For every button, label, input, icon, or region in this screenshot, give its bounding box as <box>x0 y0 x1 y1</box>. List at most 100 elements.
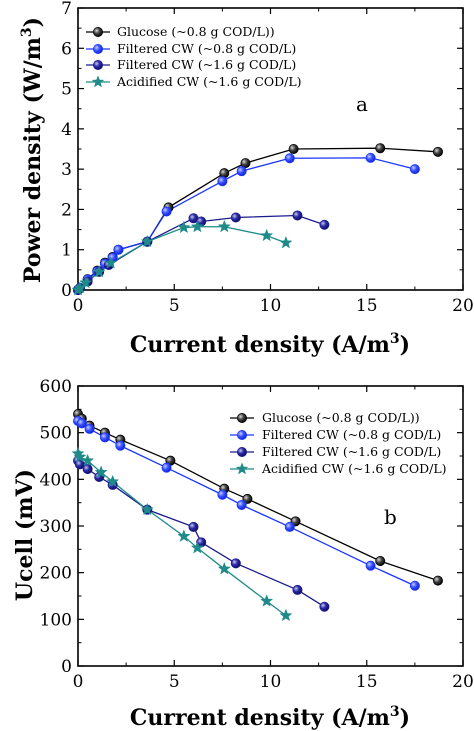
data-point <box>319 601 330 612</box>
data-point <box>219 168 230 179</box>
y-axis-label: Ucell (mV) <box>12 469 38 601</box>
legend: Glucose (~0.8 g COD/L)) Filtered CW (~0.… <box>86 24 302 89</box>
y-tick-label: 0 <box>61 281 72 301</box>
legend-marker <box>236 446 247 457</box>
data-point <box>279 235 293 249</box>
tick-labels: 0 5 10 15 20 0 1 2 3 4 5 6 7 <box>61 0 474 316</box>
y-tick-label: 100 <box>40 610 72 630</box>
series-lines <box>77 147 439 291</box>
legend: Glucose (~0.8 g COD/L)) Filtered CW (~0.… <box>230 410 447 476</box>
legend-item-1: Filtered CW (~0.8 g COD/L) <box>86 41 296 56</box>
data-point <box>217 176 228 187</box>
y-axis-label: Power density (W/m3) <box>19 17 46 283</box>
data-point <box>217 562 231 575</box>
panel-a-power-density: 0 5 10 15 20 0 1 2 3 4 5 6 7 Glucose (~0.8 g COD/L))… <box>19 0 474 358</box>
x-tick-label: 0 <box>73 296 84 316</box>
data-point <box>260 594 274 607</box>
legend-marker <box>236 429 247 440</box>
y-tick-label: 500 <box>40 424 72 444</box>
data-point <box>161 206 172 217</box>
legend-label: Acidified CW (~1.6 g COD/L) <box>261 461 447 476</box>
data-point <box>73 450 87 463</box>
data-point <box>284 153 295 164</box>
data-point <box>188 521 199 532</box>
legend-marker <box>93 60 104 71</box>
data-point <box>292 584 303 595</box>
data-point <box>82 464 93 475</box>
y-tick-label: 6 <box>61 39 72 59</box>
y-tick-label: 200 <box>40 564 72 584</box>
data-point <box>177 220 191 234</box>
data-point <box>84 423 95 434</box>
data-point <box>106 474 120 488</box>
legend-item-3: Acidified CW (~1.6 g COD/L) <box>86 74 302 89</box>
y-tick-label: 5 <box>61 80 72 100</box>
data-point <box>217 489 228 500</box>
x-tick-label: 15 <box>356 296 378 316</box>
y-tick-label: 1 <box>61 241 72 261</box>
y-tick-label: 2 <box>61 200 72 220</box>
data-point <box>292 210 303 221</box>
legend-item-1: Filtered CW (~0.8 g COD/L) <box>230 427 441 442</box>
legend-label: Glucose (~0.8 g COD/L)) <box>262 410 420 425</box>
data-point <box>161 462 172 473</box>
data-point <box>81 453 95 467</box>
data-point <box>409 164 420 175</box>
x-tick-label: 20 <box>452 296 474 316</box>
data-point <box>375 143 386 154</box>
y-tick-label: 0 <box>61 657 72 677</box>
data-point <box>284 521 295 532</box>
data-point <box>365 560 376 571</box>
x-tick-label: 20 <box>452 672 474 692</box>
data-point <box>365 152 376 163</box>
data-point <box>177 529 191 542</box>
y-tick-label: 300 <box>40 517 72 537</box>
legend-marker <box>93 26 104 37</box>
data-point <box>409 580 420 591</box>
y-tick-label: 3 <box>61 160 72 180</box>
legend-label: Filtered CW (~1.6 g COD/L) <box>262 444 441 459</box>
data-point <box>260 228 274 242</box>
data-point <box>375 556 386 567</box>
data-point <box>217 219 231 233</box>
data-point <box>115 440 126 451</box>
data-point <box>140 502 154 516</box>
data-point <box>79 275 93 289</box>
series-line-0 <box>77 147 439 291</box>
data-point <box>190 541 204 554</box>
y-tick-label: 600 <box>40 377 72 397</box>
x-tick-label: 10 <box>260 672 282 692</box>
series-markers <box>71 143 443 296</box>
data-point <box>230 558 241 569</box>
data-point <box>230 212 241 223</box>
data-point <box>92 264 106 278</box>
panel-label: a <box>356 92 368 116</box>
series-markers <box>71 408 443 622</box>
x-tick-label: 5 <box>169 672 180 692</box>
x-axis-label: Current density (A/m3) <box>130 704 410 731</box>
data-point <box>236 499 247 510</box>
legend-marker <box>235 462 249 475</box>
axis-ticks <box>77 7 464 291</box>
data-point <box>99 432 110 443</box>
legend-item-2: Filtered CW (~1.6 g COD/L) <box>230 444 441 459</box>
data-point <box>242 493 253 504</box>
panel-label: b <box>384 505 397 529</box>
data-point <box>190 219 204 233</box>
legend-marker <box>236 412 247 423</box>
legend-marker <box>93 44 104 55</box>
data-point <box>288 143 299 154</box>
legend-label: Filtered CW (~0.8 g COD/L) <box>117 41 296 56</box>
legend-item-0: Glucose (~0.8 g COD/L)) <box>86 24 275 39</box>
legend-item-0: Glucose (~0.8 g COD/L)) <box>230 410 420 425</box>
y-tick-label: 400 <box>40 470 72 490</box>
data-point <box>240 158 251 169</box>
series-line-1 <box>77 157 416 291</box>
data-point <box>279 608 293 622</box>
x-tick-label: 15 <box>356 672 378 692</box>
legend-label: Filtered CW (~1.6 g COD/L) <box>117 57 296 72</box>
data-point <box>94 465 108 478</box>
data-point <box>236 166 247 177</box>
